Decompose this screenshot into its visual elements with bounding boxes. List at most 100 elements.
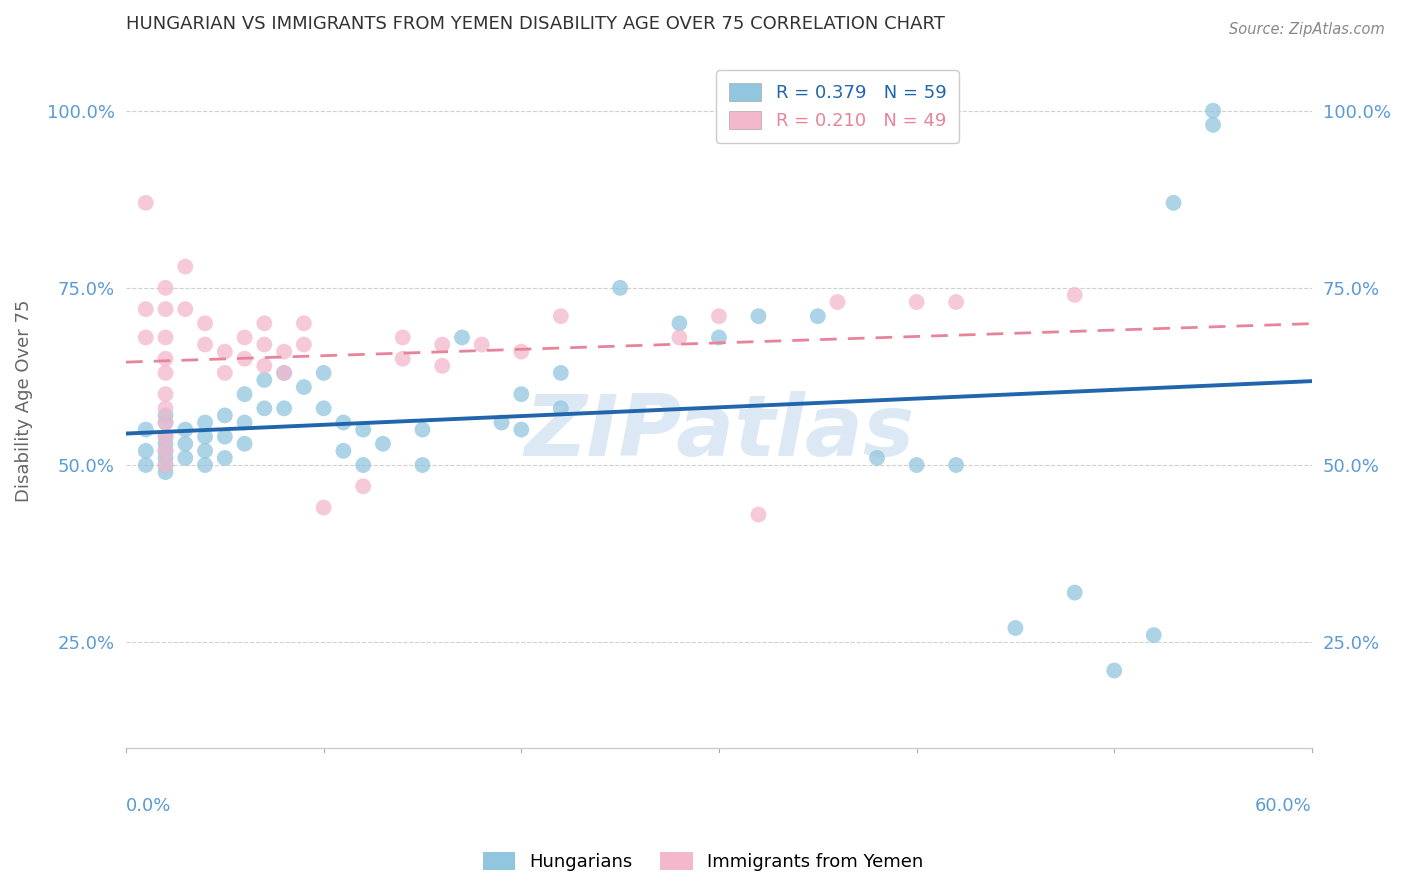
- Point: [707, 330, 730, 344]
- Point: [827, 295, 849, 310]
- Text: HUNGARIAN VS IMMIGRANTS FROM YEMEN DISABILITY AGE OVER 75 CORRELATION CHART: HUNGARIAN VS IMMIGRANTS FROM YEMEN DISAB…: [127, 15, 945, 33]
- Point: [174, 436, 197, 450]
- Point: [155, 465, 177, 479]
- Point: [1063, 585, 1085, 599]
- Text: Source: ZipAtlas.com: Source: ZipAtlas.com: [1229, 22, 1385, 37]
- Point: [510, 387, 533, 401]
- Point: [253, 401, 276, 416]
- Point: [155, 443, 177, 458]
- Point: [155, 330, 177, 344]
- Point: [550, 366, 572, 380]
- Point: [174, 450, 197, 465]
- Point: [411, 423, 433, 437]
- Point: [1063, 288, 1085, 302]
- Point: [292, 380, 315, 394]
- Point: [312, 500, 335, 515]
- Point: [155, 458, 177, 472]
- Point: [194, 416, 217, 430]
- Point: [155, 450, 177, 465]
- Point: [550, 401, 572, 416]
- Point: [866, 450, 889, 465]
- Point: [135, 302, 157, 317]
- Point: [253, 373, 276, 387]
- Point: [253, 316, 276, 330]
- Point: [155, 366, 177, 380]
- Point: [155, 401, 177, 416]
- Point: [155, 302, 177, 317]
- Point: [194, 458, 217, 472]
- Point: [432, 337, 454, 351]
- Point: [214, 366, 236, 380]
- Point: [155, 351, 177, 366]
- Point: [273, 366, 295, 380]
- Point: [135, 443, 157, 458]
- Point: [391, 330, 413, 344]
- Point: [155, 436, 177, 450]
- Point: [155, 416, 177, 430]
- Point: [945, 458, 967, 472]
- Point: [1143, 628, 1166, 642]
- Point: [214, 430, 236, 444]
- Point: [905, 295, 928, 310]
- Point: [747, 508, 769, 522]
- Point: [352, 423, 374, 437]
- Point: [273, 401, 295, 416]
- Point: [945, 295, 967, 310]
- Point: [451, 330, 474, 344]
- Point: [155, 430, 177, 444]
- Y-axis label: Disability Age Over 75: Disability Age Over 75: [15, 300, 32, 502]
- Point: [332, 416, 354, 430]
- Point: [1163, 195, 1185, 210]
- Point: [194, 443, 217, 458]
- Point: [292, 316, 315, 330]
- Point: [273, 366, 295, 380]
- Point: [174, 260, 197, 274]
- Point: [411, 458, 433, 472]
- Point: [233, 330, 256, 344]
- Point: [292, 337, 315, 351]
- Point: [233, 416, 256, 430]
- Point: [391, 351, 413, 366]
- Point: [707, 309, 730, 323]
- Point: [352, 479, 374, 493]
- Point: [155, 416, 177, 430]
- Point: [174, 423, 197, 437]
- Point: [155, 281, 177, 295]
- Point: [471, 337, 494, 351]
- Point: [312, 401, 335, 416]
- Point: [905, 458, 928, 472]
- Text: ZIPatlas: ZIPatlas: [524, 391, 914, 474]
- Point: [214, 409, 236, 423]
- Point: [1004, 621, 1026, 635]
- Point: [233, 387, 256, 401]
- Point: [609, 281, 631, 295]
- Point: [155, 430, 177, 444]
- Point: [807, 309, 830, 323]
- Point: [253, 337, 276, 351]
- Point: [214, 344, 236, 359]
- Point: [214, 450, 236, 465]
- Point: [747, 309, 769, 323]
- Point: [371, 436, 394, 450]
- Point: [432, 359, 454, 373]
- Point: [155, 443, 177, 458]
- Point: [1202, 118, 1225, 132]
- Point: [253, 359, 276, 373]
- Point: [194, 337, 217, 351]
- Point: [135, 458, 157, 472]
- Legend: R = 0.379   N = 59, R = 0.210   N = 49: R = 0.379 N = 59, R = 0.210 N = 49: [716, 70, 959, 143]
- Text: 60.0%: 60.0%: [1256, 797, 1312, 815]
- Point: [155, 409, 177, 423]
- Text: 0.0%: 0.0%: [127, 797, 172, 815]
- Point: [332, 443, 354, 458]
- Point: [1202, 103, 1225, 118]
- Point: [174, 302, 197, 317]
- Point: [491, 416, 513, 430]
- Legend: Hungarians, Immigrants from Yemen: Hungarians, Immigrants from Yemen: [475, 845, 931, 879]
- Point: [550, 309, 572, 323]
- Point: [668, 316, 690, 330]
- Point: [233, 436, 256, 450]
- Point: [668, 330, 690, 344]
- Point: [273, 344, 295, 359]
- Point: [135, 423, 157, 437]
